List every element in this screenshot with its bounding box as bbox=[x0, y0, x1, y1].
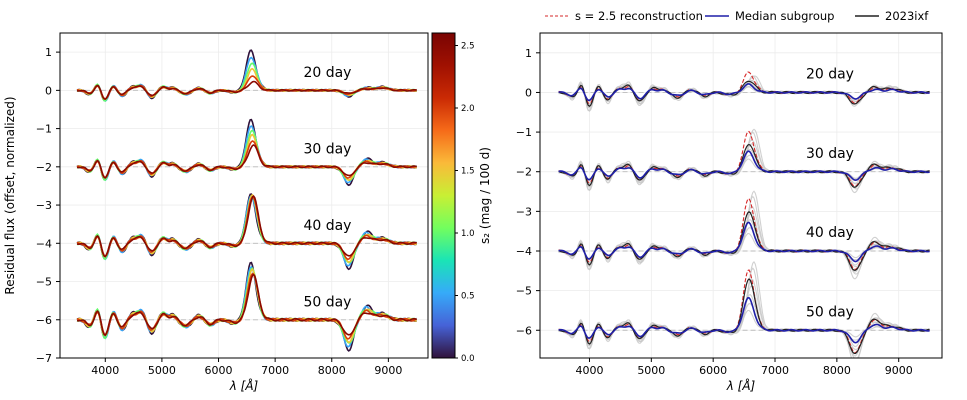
sn2023ixf-line bbox=[558, 211, 930, 271]
x-tick-label: 4000 bbox=[575, 364, 603, 377]
x-axis-label: λ [Å] bbox=[229, 378, 259, 393]
legend: s = 2.5 reconstruction Median subgroup 202… bbox=[545, 9, 929, 23]
x-tick-label: 9000 bbox=[885, 364, 913, 377]
epoch-label: 20 day bbox=[806, 67, 854, 83]
y-tick-label: −2 bbox=[516, 166, 532, 179]
spectrum-line bbox=[76, 194, 417, 258]
legend-label: 2023ixf bbox=[885, 9, 929, 23]
x-tick-label: 8000 bbox=[823, 364, 851, 377]
x-tick-label: 5000 bbox=[637, 364, 665, 377]
colorbar-scale bbox=[431, 32, 456, 359]
epoch-label: 40 day bbox=[806, 225, 854, 241]
plot-area bbox=[76, 49, 418, 352]
y-tick-label: −3 bbox=[36, 199, 52, 212]
axes-frame bbox=[59, 32, 429, 359]
spectrum-line bbox=[76, 144, 417, 179]
colorbar-tick-label: 0.0 bbox=[461, 354, 475, 364]
colorbar-tick-label: 1.5 bbox=[461, 167, 475, 177]
x-tick-label: 4000 bbox=[91, 364, 119, 377]
x-tick-label: 8000 bbox=[318, 364, 346, 377]
median-subgroup-line bbox=[558, 83, 930, 102]
y-tick-label: −3 bbox=[516, 205, 532, 218]
y-axis-label: Residual flux (offset, normalized) bbox=[3, 96, 17, 294]
y-tick-label: −1 bbox=[36, 123, 52, 136]
spectrum-line bbox=[76, 80, 417, 100]
colorbar-tick-label: 2.5 bbox=[461, 42, 475, 52]
colorbar: 0.0 0.5 1.0 1.5 2.0 2.5 s₂ (mag / 100 d) bbox=[431, 32, 492, 364]
y-tick-label: −5 bbox=[36, 276, 52, 289]
y-tick-label: −6 bbox=[516, 324, 532, 337]
median-subgroup-line bbox=[558, 296, 930, 344]
colorbar-tick-label: 0.5 bbox=[461, 292, 475, 302]
epoch-label: 30 day bbox=[806, 146, 854, 162]
x-axis-label: λ [Å] bbox=[726, 378, 756, 393]
left-panel: 20 day 30 day 40 day 50 day 4000 5000 6000 7000… bbox=[3, 32, 429, 393]
colorbar-tick-label: 1.0 bbox=[461, 229, 475, 239]
sample-spectrum-line bbox=[558, 75, 930, 112]
x-tick-label: 7000 bbox=[261, 364, 289, 377]
y-tick-label: −4 bbox=[516, 245, 532, 258]
x-tick-label: 6000 bbox=[699, 364, 727, 377]
y-tick-label: 0 bbox=[45, 84, 52, 97]
median-subgroup-line bbox=[558, 221, 930, 263]
y-tick-label: −7 bbox=[36, 352, 52, 365]
y-tick-label: −1 bbox=[516, 126, 532, 139]
y-tick-label: −5 bbox=[516, 285, 532, 298]
median-subgroup-line bbox=[558, 150, 930, 182]
colorbar-tick-label: 2.0 bbox=[461, 104, 475, 114]
ticks: 4000 5000 6000 7000 8000 9000 −7 −6 −5 −4 −3 −2 −1 0 1 bbox=[36, 46, 403, 377]
y-tick-label: 1 bbox=[45, 46, 52, 59]
y-tick-label: 0 bbox=[525, 86, 532, 99]
sample-spectrum-line bbox=[558, 128, 930, 194]
y-tick-label: 1 bbox=[525, 47, 532, 60]
axes-frame bbox=[539, 32, 943, 359]
epoch-label: 40 day bbox=[303, 218, 351, 234]
epoch-label: 20 day bbox=[303, 65, 351, 81]
spectrum-line bbox=[76, 273, 418, 337]
y-tick-label: −4 bbox=[36, 237, 52, 250]
epoch-label: 50 day bbox=[303, 294, 351, 310]
epoch-label: 50 day bbox=[806, 304, 854, 320]
sample-spectrum-line bbox=[558, 260, 930, 358]
sn2023ixf-line bbox=[558, 143, 930, 188]
y-tick-label: −6 bbox=[36, 314, 52, 327]
x-tick-label: 6000 bbox=[205, 364, 233, 377]
right-panel: 20 day 30 day 40 day 50 day 4000 5000 6000 7000… bbox=[516, 32, 943, 393]
ticks: 4000 5000 6000 7000 8000 9000 −6 −5 −4 −3 −2 −1 0 1 bbox=[516, 47, 913, 377]
legend-label: Median subgroup bbox=[735, 9, 834, 23]
legend-label: s = 2.5 reconstruction bbox=[575, 9, 703, 23]
x-tick-label: 9000 bbox=[374, 364, 402, 377]
x-tick-label: 7000 bbox=[761, 364, 789, 377]
colorbar-label: s₂ (mag / 100 d) bbox=[478, 147, 492, 244]
x-tick-label: 5000 bbox=[148, 364, 176, 377]
y-tick-label: −2 bbox=[36, 161, 52, 174]
epoch-label: 30 day bbox=[303, 141, 351, 157]
plot-area bbox=[558, 71, 930, 358]
spectrum-line bbox=[76, 265, 418, 348]
